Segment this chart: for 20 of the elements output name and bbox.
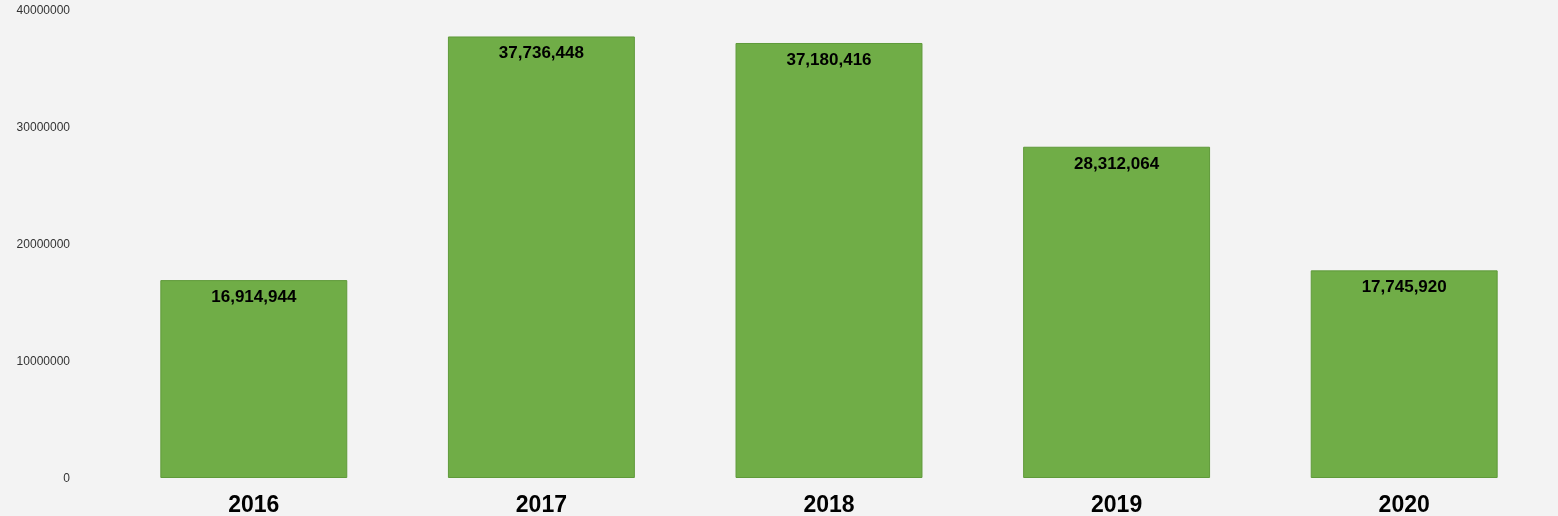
data-label: 28,312,064 xyxy=(1074,153,1160,173)
x-tick-label: 2019 xyxy=(1091,490,1143,516)
data-label: 37,180,416 xyxy=(786,49,872,69)
y-tick-label: 40000000 xyxy=(16,3,71,17)
bar xyxy=(1023,146,1211,478)
y-tick-label: 20000000 xyxy=(16,237,71,251)
x-tick-label: 2020 xyxy=(1378,490,1430,516)
bar xyxy=(160,280,348,478)
x-tick-label: 2018 xyxy=(803,490,855,516)
bar xyxy=(1310,270,1498,478)
data-label: 17,745,920 xyxy=(1361,277,1447,297)
x-tick-label: 2016 xyxy=(228,490,280,516)
bar xyxy=(735,42,923,478)
bar xyxy=(447,36,635,478)
y-tick-label: 10000000 xyxy=(16,354,71,368)
x-tick-label: 2017 xyxy=(515,490,567,516)
data-label: 37,736,448 xyxy=(498,43,584,63)
y-tick-label: 0 xyxy=(63,471,71,485)
y-tick-label: 30000000 xyxy=(16,120,71,134)
data-label: 16,914,944 xyxy=(211,287,297,307)
